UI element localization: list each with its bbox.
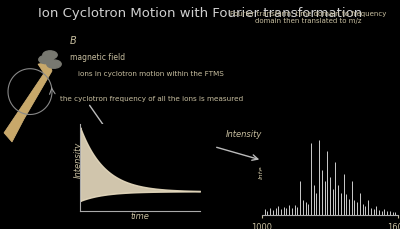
Circle shape [43,51,57,59]
Text: Ion Cyclotron Motion with Fourier transformation: Ion Cyclotron Motion with Fourier transf… [38,7,362,20]
Text: Fourier transform: time domain to frequency
domain then translated to m/z: Fourier transform: time domain to freque… [230,11,386,25]
Text: the cyclotron frequency of all the ions is measured: the cyclotron frequency of all the ions … [60,96,244,102]
Text: Inte: Inte [259,165,265,179]
Text: B: B [70,35,77,46]
Text: Intensity: Intensity [74,142,83,178]
Circle shape [47,60,61,68]
Text: magnetic field: magnetic field [70,52,125,62]
Text: Intensity: Intensity [226,130,262,139]
Text: ions in cyclotron motion within the FTMS: ions in cyclotron motion within the FTMS [78,71,224,76]
Circle shape [39,55,53,64]
Polygon shape [4,62,52,142]
